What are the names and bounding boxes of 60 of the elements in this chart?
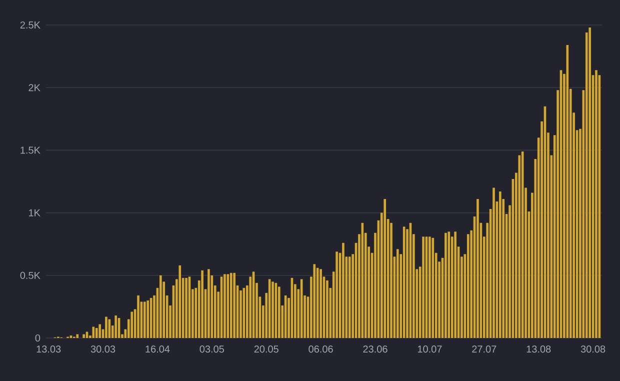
bar [272, 282, 274, 338]
bar [595, 70, 598, 338]
x-tick-label: 30.03 [90, 346, 116, 353]
x-tick-label: 03.05 [200, 346, 224, 353]
x-tick-label: 06.06 [308, 346, 333, 353]
bar [313, 264, 316, 338]
bar [492, 188, 495, 338]
bar [320, 269, 322, 338]
bar [476, 199, 479, 338]
bar [499, 192, 502, 338]
bar [454, 232, 456, 338]
bar [336, 252, 338, 338]
bar [178, 265, 182, 338]
bar [432, 238, 434, 338]
bar [518, 155, 521, 338]
bar [98, 324, 101, 338]
bar [428, 236, 431, 338]
bar [444, 232, 447, 338]
bar [384, 199, 386, 338]
y-tick-label: 1K [29, 209, 40, 216]
x-tick-label: 16.04 [146, 346, 170, 353]
bar [348, 256, 351, 338]
bar [105, 316, 108, 338]
y-tick-label: 2K [28, 84, 40, 92]
bar [160, 275, 162, 338]
bar [316, 268, 319, 338]
bar [224, 274, 226, 338]
bar [82, 334, 85, 338]
bar [326, 280, 328, 338]
bar [130, 312, 133, 338]
bar [208, 269, 210, 338]
x-tick-label: 13.08 [526, 346, 551, 353]
bar [185, 278, 188, 338]
x-tick-label: 27.07 [472, 346, 496, 353]
bar [233, 272, 236, 338]
x-tick-label: 10.07 [418, 346, 442, 353]
y-tick-label: 0 [35, 334, 40, 342]
bar [201, 270, 204, 338]
bar [588, 28, 591, 338]
x-tick-label: 20.05 [254, 346, 278, 353]
bar [86, 332, 88, 338]
y-tick-label: 2.5K [20, 21, 40, 29]
bar [342, 242, 344, 338]
bar [143, 302, 146, 338]
bar [95, 328, 98, 338]
y-tick-label: 0.5K [20, 272, 40, 279]
bar [137, 295, 140, 338]
x-tick-label: 13.03 [36, 346, 61, 353]
bar [76, 334, 79, 338]
x-tick-label: 30.08 [580, 346, 606, 353]
bar [390, 222, 392, 338]
y-tick-label: 1.5K [20, 146, 40, 154]
bar [466, 234, 470, 338]
bar [230, 272, 232, 338]
bar [114, 315, 117, 338]
bar [278, 286, 280, 338]
bar [422, 236, 424, 338]
bar [396, 249, 399, 338]
bar [146, 300, 150, 338]
x-tick-label: 23.06 [363, 346, 388, 353]
